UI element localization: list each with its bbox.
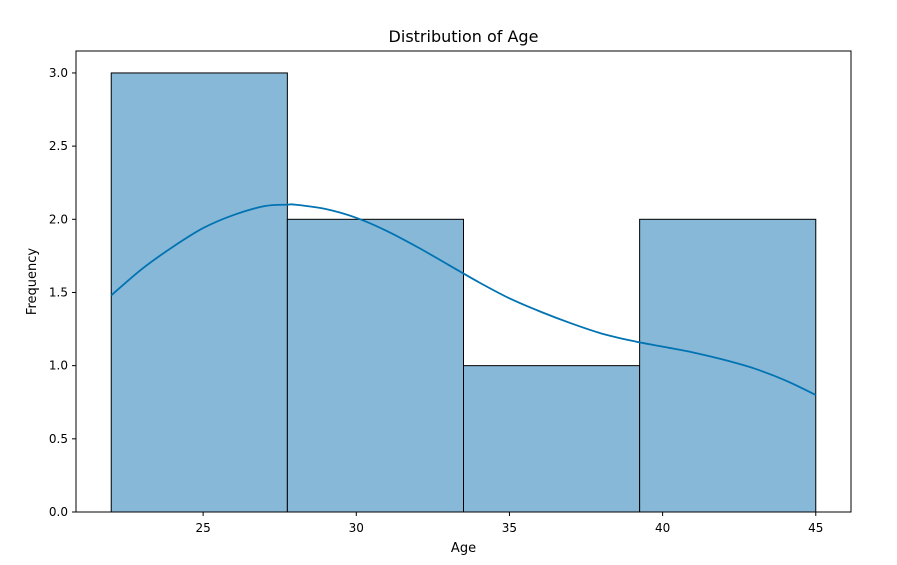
plot-area-frame <box>75 50 852 513</box>
kde-line <box>110 203 817 396</box>
histogram-bar <box>463 365 641 513</box>
histogram-bar <box>639 218 817 513</box>
x-tick-label: 40 <box>655 521 670 535</box>
x-tick-label: 30 <box>349 521 364 535</box>
bars-group <box>110 72 817 513</box>
chart-title: Distribution of Age <box>389 27 539 46</box>
y-tick-label: 0.5 <box>49 432 68 446</box>
y-tick-label: 1.5 <box>49 285 68 299</box>
y-tick-label: 0.0 <box>49 505 68 519</box>
x-axis-ticks: 25 30 35 40 45 <box>195 512 823 535</box>
y-axis-label: Frequency <box>25 248 40 315</box>
histogram-bar <box>110 72 288 513</box>
x-tick-label: 35 <box>502 521 517 535</box>
y-tick-label: 2.5 <box>49 139 68 153</box>
x-tick-label: 45 <box>808 521 823 535</box>
x-axis-label: Age <box>451 541 476 556</box>
y-tick-label: 3.0 <box>49 66 68 80</box>
y-tick-label: 2.0 <box>49 212 68 226</box>
x-tick-label: 25 <box>195 521 210 535</box>
y-axis-ticks: 0.0 0.5 1.0 1.5 2.0 2.5 3.0 <box>49 66 76 519</box>
histogram-bar <box>286 218 465 513</box>
kde-group <box>110 203 817 396</box>
y-tick-label: 1.0 <box>49 359 68 373</box>
